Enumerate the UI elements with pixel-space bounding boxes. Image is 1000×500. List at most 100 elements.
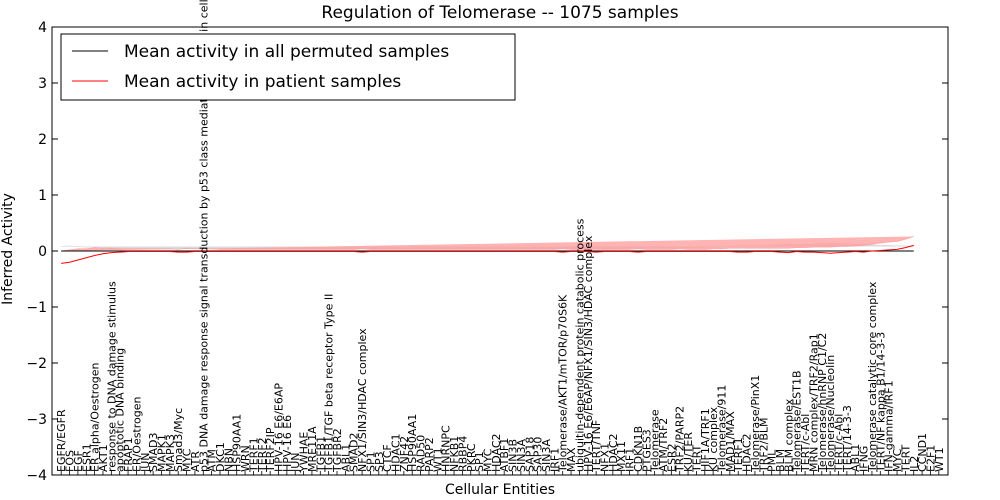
x-tick-label: HIF1A/TRF1: [699, 408, 712, 472]
x-tick-label: ubiquitin-dependent protein catabolic pr…: [573, 218, 586, 472]
x-tick-label: MAD1/MAX: [724, 411, 737, 472]
x-tick-label: YWHAE: [298, 432, 311, 473]
x-tick-label: IFNG: [858, 446, 871, 472]
x-tick-label: TGFBR2: [331, 428, 344, 473]
x-tick-label: ATBF1: [498, 438, 511, 472]
x-tick-label: SP1: [473, 451, 486, 472]
x-tick-label: Telomerase/hnRNP C1/C2: [816, 333, 829, 473]
x-tick-label: SAP18: [523, 437, 536, 472]
x-tick-label: NFKB1: [448, 436, 461, 472]
patient-series-line: [61, 244, 914, 264]
x-tick-label: ATM: [206, 449, 219, 472]
x-tick-label: Telomerase/911: [716, 385, 729, 473]
x-tick-label: Telomerase/AKT1/mTOR/p70S6K: [557, 294, 570, 473]
y-tick-label: −2: [26, 356, 47, 372]
x-tick-label: KU complex: [707, 406, 720, 472]
x-tick-label: BLM complex: [782, 398, 795, 472]
x-tick-label: AKT1: [97, 444, 110, 472]
legend: Mean activity in all permuted samples Me…: [60, 33, 516, 101]
x-tick-label: PARP2: [423, 437, 436, 472]
x-tick-label: WRN: [239, 445, 252, 472]
legend-entry-patient: Mean activity in patient samples: [124, 72, 401, 92]
patient-band: [61, 236, 914, 252]
x-tick-label: Telomerase/PinX1: [749, 375, 762, 473]
x-tick-label: HDAC2: [741, 433, 754, 472]
x-tick-label: HSP90AA1: [406, 414, 419, 472]
x-tick-label: ZNF42: [398, 436, 411, 472]
x-tick-label: SIN3A: [515, 439, 528, 472]
x-tick-label: HDAC2: [607, 433, 620, 472]
x-tick-label: TERT/c-Abl: [799, 414, 812, 473]
x-tick-label: TERT: [690, 444, 703, 473]
x-tick-label: NFX1: [598, 443, 611, 472]
x-tick-label: MRE11A: [306, 426, 319, 472]
x-tick-label: TERT/NF kappa B1/14-3-3: [874, 332, 887, 473]
x-tick-label: EGF: [72, 450, 85, 472]
x-tick-label: BLM: [774, 449, 787, 472]
x-tick-label: HPV-16 E6/E6AP/NFX1/SIN3/HDAC complex: [582, 235, 595, 472]
y-tick-label: −4: [26, 468, 47, 484]
x-tick-label: PTGES3: [640, 429, 653, 472]
x-tick-label: TERT/14-3-3: [841, 405, 854, 473]
x-tick-label: IRF1: [548, 448, 561, 472]
y-tick-label: 0: [38, 244, 47, 260]
x-tick-label: JUN: [139, 452, 152, 473]
x-tick-label: ATR: [189, 451, 202, 472]
x-tick-label: Telomerase/Nucleolin: [824, 355, 837, 473]
x-tick-label: E2F1: [924, 445, 937, 472]
x-tick-label: NBN: [222, 448, 235, 472]
x-tick-label: Telomerase: [649, 409, 662, 473]
x-tick-label: apoptotic DNA binding: [114, 348, 127, 472]
x-axis-label: Cellular Entities: [445, 482, 555, 498]
x-tick-label: TRF2/BLM: [757, 417, 770, 473]
x-tick-label: MAX: [565, 447, 578, 472]
x-tick-label: FOS: [64, 450, 77, 472]
y-tick-label: −1: [26, 300, 47, 316]
x-tick-label: ABL1: [849, 444, 862, 472]
x-tick-label: TERF2: [256, 437, 269, 473]
x-tick-label: response to DNA damage stimulus: [105, 281, 118, 472]
x-tick-label: Smad3/Myc: [172, 408, 185, 472]
x-tick-label: TERF1: [732, 437, 745, 473]
x-tick-label: SP3: [373, 451, 386, 472]
x-tick-label: CTCF: [381, 444, 394, 472]
x-tick-label: ATM/TRF2: [657, 418, 670, 472]
x-tick-label: HSP90AA1: [231, 414, 244, 472]
x-tick-label: MYC: [891, 448, 904, 472]
x-tick-label: IRF1: [624, 448, 637, 472]
x-tick-label: PKRC: [465, 443, 478, 472]
x-tick-label: RAD50: [415, 435, 428, 472]
x-tick-label: CCND1: [916, 433, 929, 472]
x-tick-label: ABL1: [339, 444, 352, 472]
legend-box: [60, 33, 516, 101]
x-tick-label: p53 DNA damage response signal transduct…: [197, 0, 210, 472]
x-tick-label: EGFR/EGFR: [55, 409, 68, 472]
x-tick-label: MAPK3: [164, 434, 177, 472]
y-tick-label: 1: [38, 188, 47, 204]
x-tick-label: HDAC2: [490, 433, 503, 472]
x-tick-label: TERF2IP: [264, 427, 277, 473]
x-tick-label: SIN3A: [540, 439, 553, 472]
x-tick-label: TERF1: [247, 437, 260, 473]
x-tick-label: MAPK1: [155, 434, 168, 472]
x-tick-label: HNRNPC: [440, 425, 453, 472]
x-tick-label: IFN-gamma/IRF1: [883, 380, 896, 472]
x-tick-label: SIN3B: [507, 439, 520, 472]
x-tick-label: Telomerase catalytic core complex: [866, 281, 879, 473]
x-tick-label: Telomerase/EST1B: [791, 370, 804, 473]
x-tick-label: ESR1: [80, 443, 93, 472]
x-tick-label: FRAP1: [122, 437, 135, 472]
y-tick-label: −3: [26, 412, 47, 428]
x-tick-label: SP1: [364, 451, 377, 472]
x-tick-label: IL2: [908, 456, 921, 472]
x-tick-label: MRN complex/TRF2/Rap1: [807, 333, 820, 472]
x-tick-label: TGFB1: [314, 436, 327, 473]
x-tick-label: DKC1: [214, 442, 227, 472]
x-tick-label: SMAD2: [348, 433, 361, 472]
x-tick-label: ER/Oestrogen: [130, 396, 143, 472]
y-tick-label: 3: [38, 76, 47, 92]
legend-entry-permuted: Mean activity in all permuted samples: [124, 42, 449, 62]
x-tick-label: HPV-16 E6/E6AP: [273, 383, 286, 472]
x-tick-label: TERT: [899, 444, 912, 473]
